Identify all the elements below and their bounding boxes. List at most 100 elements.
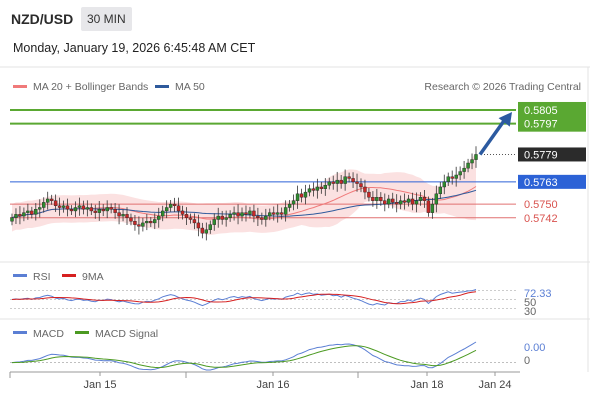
candle: [133, 220, 137, 225]
last-price-label: 0.5779: [524, 149, 558, 161]
candle: [184, 214, 189, 218]
candle: [26, 210, 30, 213]
candle: [434, 193, 439, 205]
candle: [291, 200, 296, 205]
candle: [244, 212, 248, 215]
candle: [398, 200, 403, 205]
candle: [53, 200, 58, 207]
candle: [172, 203, 177, 206]
candle: [450, 176, 454, 179]
forecast-arrow-head: [498, 111, 512, 127]
candle: [113, 209, 117, 213]
candle: [22, 212, 26, 217]
candle: [145, 220, 149, 224]
x-tick-label: Jan 16: [256, 379, 289, 391]
macd-line: [11, 341, 477, 371]
x-tick-label: Jan 24: [478, 379, 511, 391]
forecast-arrow-shaft: [478, 116, 508, 156]
candle: [45, 198, 50, 203]
rsi-panel: [10, 289, 516, 309]
candle: [474, 154, 478, 160]
rsi-label-30: 30: [524, 306, 536, 318]
candle: [299, 193, 304, 198]
macd-signal-legend-swatch: [75, 331, 89, 334]
candle: [391, 198, 395, 203]
bollinger-bands: [12, 152, 476, 236]
candle: [335, 179, 339, 184]
candle: [117, 212, 121, 217]
candle: [307, 188, 312, 193]
candle: [383, 200, 387, 205]
candle: [228, 214, 232, 218]
candle: [287, 203, 292, 208]
candle: [303, 191, 308, 198]
candle: [276, 212, 280, 215]
candle: [355, 181, 359, 184]
ma20-legend-swatch: [13, 85, 27, 88]
candle: [141, 222, 145, 227]
x-tick-label: Jan 18: [410, 379, 443, 391]
candle: [196, 222, 201, 229]
ma50-legend: MA 50: [175, 81, 205, 93]
rsi-ma-line: [11, 291, 477, 305]
resistance-label-bg: [518, 115, 586, 132]
candle: [371, 197, 375, 201]
interval-button[interactable]: 30 MIN: [81, 7, 132, 31]
candle: [327, 181, 331, 186]
candle: [73, 207, 78, 212]
candle: [161, 210, 165, 217]
candle: [204, 229, 209, 234]
candle: [85, 207, 90, 210]
candle: [331, 181, 335, 184]
ma20-legend: MA 20 + Bollinger Bands: [33, 81, 148, 93]
candle: [410, 198, 415, 205]
candle: [446, 176, 450, 183]
candle: [200, 227, 205, 234]
candle: [65, 205, 70, 210]
rsi-ma-legend-swatch: [62, 274, 76, 277]
macd-panel: [10, 341, 516, 371]
rsi-legend-swatch: [13, 274, 27, 277]
candle: [379, 197, 383, 201]
candle: [470, 159, 474, 164]
candle: [442, 181, 446, 188]
candle: [283, 207, 288, 215]
candle: [153, 219, 157, 224]
candle: [18, 214, 22, 217]
candle: [97, 209, 101, 213]
candle: [466, 162, 470, 169]
candle: [109, 207, 113, 210]
macd-label-zero: 0: [524, 355, 530, 367]
candle: [240, 212, 244, 217]
candle: [14, 214, 18, 218]
candle: [49, 198, 54, 201]
candle: [375, 197, 379, 201]
symbol-title: NZD/USD: [11, 11, 74, 27]
moving-averages: [11, 186, 477, 220]
candle: [454, 174, 458, 179]
rsi-legend: RSI: [33, 271, 51, 283]
candle: [164, 207, 169, 212]
candle: [180, 210, 185, 215]
macd-legend-swatch: [13, 331, 27, 334]
price-levels: [10, 108, 516, 219]
candle: [216, 215, 220, 220]
candle: [363, 186, 367, 193]
forecast-arrow: [478, 111, 512, 156]
last-price-label-bg: [518, 147, 586, 162]
candle: [319, 186, 324, 189]
candle: [387, 198, 391, 205]
candle: [38, 207, 42, 210]
candle: [57, 205, 62, 208]
candle: [129, 217, 133, 222]
candle: [315, 186, 320, 191]
candle: [438, 186, 443, 195]
candle: [137, 224, 141, 227]
candle: [351, 178, 355, 183]
macd-signal-legend: MACD Signal: [95, 328, 158, 340]
candle: [272, 212, 276, 215]
credit-text: Research © 2026 Trading Central: [424, 81, 581, 93]
candle: [279, 212, 284, 215]
candle: [208, 224, 212, 230]
